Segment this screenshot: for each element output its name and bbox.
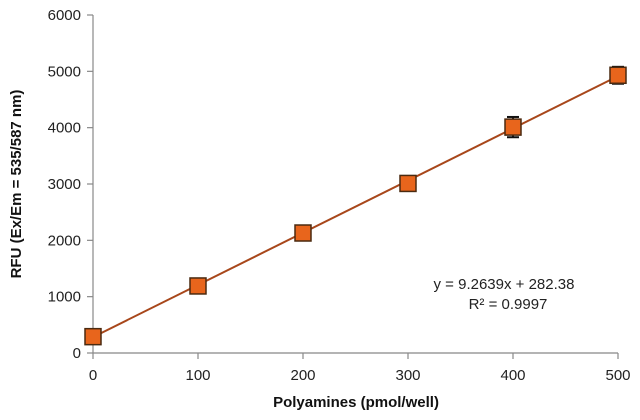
ticks: 0 100 200 300 400 500010002000300040005000600… <box>48 7 631 384</box>
y-tick-label: 2000 <box>48 232 81 249</box>
trendline-group <box>92 75 619 338</box>
x-tick-label: 100 <box>185 367 210 384</box>
x-tick-label: 0 <box>89 367 97 384</box>
y-tick-label: 3000 <box>48 176 81 193</box>
data-point <box>294 224 312 242</box>
y-axis-label: RFU (Ex/Em = 535/587 nm) <box>8 90 25 279</box>
data-point <box>84 327 102 346</box>
trendline <box>92 75 619 338</box>
x-tick-label: 300 <box>395 367 420 384</box>
x-tick-label: 500 <box>605 367 630 384</box>
y-tick-label: 0 <box>73 345 81 362</box>
y-tick-label: 6000 <box>48 7 81 24</box>
data-point <box>609 66 627 85</box>
y-tick-label: 4000 <box>48 120 81 137</box>
data-point <box>504 118 522 136</box>
data-point <box>189 277 207 295</box>
x-tick-label: 400 <box>500 367 525 384</box>
x-tick-label: 200 <box>290 367 315 384</box>
data-point <box>399 174 417 193</box>
trendline-equation: y = 9.2639x + 282.38 <box>434 276 575 293</box>
r-squared-label: R² = 0.9997 <box>469 296 548 313</box>
y-tick-label: 1000 <box>48 289 81 306</box>
y-tick-label: 5000 <box>48 63 81 80</box>
x-axis-label: Polyamines (pmol/well) <box>273 394 439 411</box>
data-points <box>84 66 627 346</box>
